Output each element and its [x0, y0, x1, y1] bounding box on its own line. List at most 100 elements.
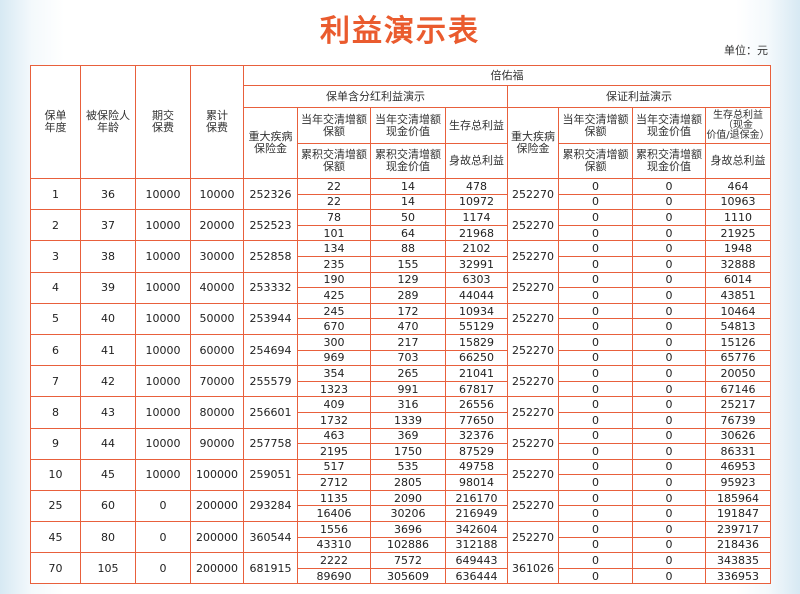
table-row: 10 45 10000 100000 259051 517 535 49758 252270 0 0… — [30, 458, 771, 491]
table-row: 8 43 10000 80000 256601 409 316 26556 252270 0 0 25… — [30, 396, 771, 429]
header-cell: 重大疾病 保险金 — [243, 107, 298, 179]
table-cell: 252523 — [243, 209, 298, 242]
table-cell: 50000 — [190, 302, 244, 335]
table-cell: 20050 — [705, 365, 771, 382]
table-cell: 343835 — [705, 552, 771, 569]
header-cell: 重大疾病 保险金 — [507, 107, 559, 179]
table-cell: 535 — [370, 458, 446, 476]
table-cell: 336953 — [705, 567, 771, 585]
table-cell: 252270 — [507, 396, 559, 429]
table-cell: 105 — [80, 552, 136, 585]
table-row: 16406 30206 216949 0 0 191847 — [31, 505, 771, 523]
table-cell: 0 — [558, 255, 633, 273]
table-cell: 409 — [297, 396, 371, 413]
table-cell: 257758 — [243, 427, 298, 460]
table-cell: 300 — [297, 333, 371, 351]
table-row: 7 42 10000 70000 255579 354 265 21041 252270 0 0 20… — [30, 365, 771, 398]
header-cell: 生存总利益 （现金 价值/退保金） — [705, 107, 771, 144]
table-cell: 361026 — [507, 552, 559, 585]
table-cell: 0 — [558, 443, 633, 460]
table-cell: 2 — [30, 209, 81, 242]
table-cell: 0 — [632, 489, 706, 507]
table-cell: 65776 — [705, 349, 771, 367]
table-cell: 60000 — [190, 333, 244, 367]
table-cell: 32888 — [705, 255, 771, 273]
table-cell: 289 — [370, 287, 446, 304]
table-cell: 44 — [80, 427, 136, 460]
table-cell: 0 — [632, 240, 706, 257]
table-cell: 218436 — [705, 536, 771, 554]
table-cell: 67146 — [705, 380, 771, 398]
table-cell: 90000 — [190, 427, 244, 460]
table-cell: 14 — [370, 193, 446, 211]
table-cell: 8 — [30, 396, 81, 429]
table-cell: 20000 — [190, 209, 244, 242]
table-cell: 32376 — [445, 427, 508, 445]
table-cell: 0 — [558, 458, 633, 476]
table-cell: 38 — [80, 240, 136, 273]
table-cell: 312188 — [445, 536, 508, 554]
table-cell: 41 — [80, 333, 136, 367]
table-cell: 0 — [558, 365, 633, 382]
header-cell: 累计 保费 — [190, 65, 244, 179]
table-row: 22 14 10972 0 0 10963 — [31, 193, 771, 211]
table-cell: 463 — [297, 427, 371, 445]
table-cell: 255579 — [243, 365, 298, 398]
table-cell: 216170 — [445, 489, 508, 507]
table-cell: 10000 — [135, 240, 191, 273]
table-cell: 252270 — [507, 427, 559, 460]
table-cell: 10000 — [135, 427, 191, 460]
table-cell: 50 — [370, 209, 446, 226]
table-cell: 10464 — [705, 302, 771, 320]
table-cell: 200000 — [190, 521, 244, 554]
header-cell: 当年交清增额 现金价值 — [632, 107, 706, 144]
table-cell: 0 — [632, 302, 706, 320]
table-cell: 470 — [370, 318, 446, 335]
table-cell: 190 — [297, 271, 371, 289]
table-cell: 0 — [632, 474, 706, 491]
table-cell: 10000 — [135, 333, 191, 367]
table-cell: 10000 — [135, 177, 191, 211]
table-cell: 0 — [632, 224, 706, 242]
table-cell: 1750 — [370, 443, 446, 460]
table-cell: 36 — [80, 177, 136, 211]
table-row: 5 40 10000 50000 253944 245 172 10934 252270 0 0 10… — [30, 302, 771, 335]
header-cell: 身故总利益 — [705, 143, 771, 179]
table-cell: 32991 — [445, 255, 508, 273]
table-cell: 2805 — [370, 474, 446, 491]
header-cell: 累积交清增额 保额 — [297, 143, 371, 179]
table-cell: 252270 — [507, 177, 559, 211]
table-row: 25 60 0 200000 293284 1135 2090 216170 252270 0 0 1… — [30, 489, 771, 523]
table-cell: 49758 — [445, 458, 508, 476]
table-row: 2 37 10000 20000 252523 78 50 1174 252270 0 0 1110 — [30, 209, 771, 242]
table-cell: 0 — [558, 193, 633, 211]
header-cell: 身故总利益 — [445, 143, 508, 179]
table-cell: 22 — [297, 193, 371, 211]
table-cell: 0 — [558, 224, 633, 242]
table-cell: 70 — [30, 552, 81, 585]
header-cell: 生存总利益 — [445, 107, 508, 144]
table-cell: 191847 — [705, 505, 771, 523]
table-cell: 30626 — [705, 427, 771, 445]
table-cell: 252270 — [507, 489, 559, 523]
table-cell: 0 — [135, 521, 191, 554]
table-cell: 252270 — [507, 458, 559, 491]
header-cell: 当年交清增额 现金价值 — [370, 107, 446, 144]
table-cell: 0 — [558, 536, 633, 554]
table-row: 3 38 10000 30000 252858 134 88 2102 252270 0 0 1948 — [30, 240, 771, 273]
table-cell: 21968 — [445, 224, 508, 242]
table-cell: 14 — [370, 178, 446, 195]
table-cell: 0 — [558, 271, 633, 289]
table-cell: 10000 — [135, 458, 191, 491]
table-cell: 10000 — [135, 302, 191, 335]
table-cell: 681915 — [243, 552, 298, 585]
table-cell: 43851 — [705, 287, 771, 304]
header-cell: 保证利益演示 — [507, 85, 771, 108]
table-cell: 0 — [558, 318, 633, 335]
table-cell: 76739 — [705, 411, 771, 429]
table-cell: 969 — [297, 349, 371, 367]
header-cell: 累积交清增额 现金价值 — [370, 143, 446, 179]
table-cell: 185964 — [705, 489, 771, 507]
table-cell: 22 — [297, 178, 371, 195]
table-cell: 316 — [370, 396, 446, 413]
